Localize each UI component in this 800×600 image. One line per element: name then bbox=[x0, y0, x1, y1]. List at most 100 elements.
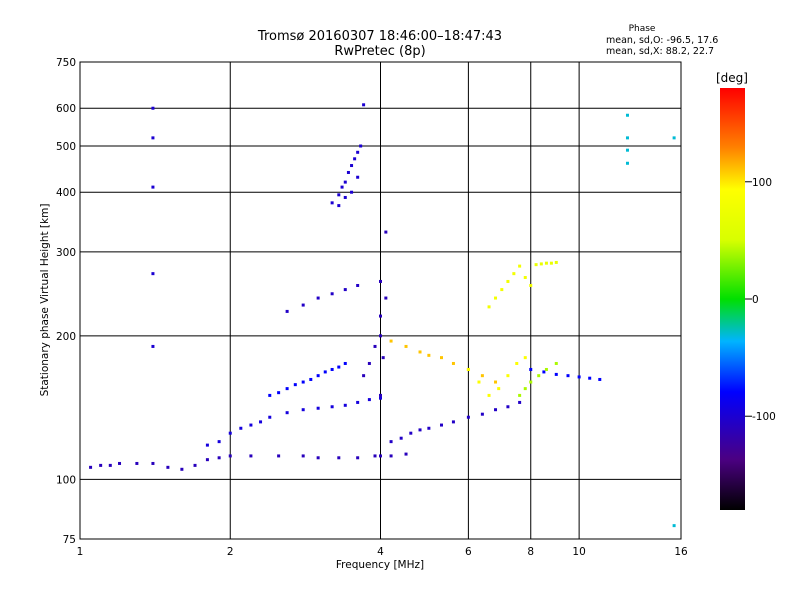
data-point bbox=[512, 272, 516, 276]
data-point bbox=[337, 456, 341, 460]
data-point bbox=[477, 380, 481, 384]
data-point bbox=[151, 136, 155, 140]
data-point bbox=[217, 456, 221, 460]
data-point bbox=[529, 380, 533, 384]
data-point bbox=[466, 367, 470, 371]
x-axis-label: Frequency [MHz] bbox=[336, 559, 424, 571]
x-tick-label: 8 bbox=[527, 546, 534, 558]
data-point bbox=[337, 204, 341, 208]
data-point bbox=[539, 262, 543, 266]
data-point bbox=[367, 398, 371, 402]
data-point bbox=[356, 283, 360, 287]
data-point bbox=[379, 396, 382, 400]
data-point bbox=[151, 106, 155, 110]
data-point bbox=[542, 370, 546, 374]
chart-title: Tromsø 20160307 18:46:00–18:47:43 bbox=[257, 29, 502, 44]
data-point bbox=[135, 461, 139, 465]
data-point bbox=[389, 454, 393, 458]
data-point bbox=[672, 136, 676, 140]
data-point bbox=[330, 201, 334, 205]
data-point bbox=[343, 195, 347, 199]
x-tick-label: 16 bbox=[674, 546, 688, 558]
y-tick-labels: 75 100 200 300 400 500 600 750 bbox=[56, 57, 76, 546]
data-point bbox=[480, 412, 484, 416]
data-point bbox=[480, 374, 484, 378]
data-point bbox=[356, 175, 360, 179]
data-point bbox=[343, 403, 347, 407]
data-point bbox=[487, 305, 491, 309]
data-point bbox=[268, 393, 272, 397]
data-point bbox=[249, 423, 253, 427]
data-point bbox=[523, 356, 527, 360]
x-tick-label: 2 bbox=[227, 546, 234, 558]
x-tick-label: 6 bbox=[465, 546, 472, 558]
data-point bbox=[108, 463, 112, 467]
data-point bbox=[353, 157, 357, 161]
data-point bbox=[529, 367, 533, 371]
data-point bbox=[166, 465, 170, 469]
data-point bbox=[427, 426, 431, 430]
data-point bbox=[625, 161, 629, 165]
data-point bbox=[537, 374, 541, 378]
data-point bbox=[625, 148, 629, 152]
data-point bbox=[323, 370, 327, 374]
data-point bbox=[259, 420, 263, 424]
data-point bbox=[625, 113, 629, 117]
colorbar-tick-label: -100 bbox=[752, 411, 776, 423]
data-point bbox=[356, 400, 360, 404]
data-point bbox=[367, 361, 371, 365]
data-point bbox=[418, 350, 422, 354]
data-point bbox=[598, 377, 602, 381]
data-point bbox=[293, 383, 297, 387]
data-point bbox=[330, 367, 334, 371]
data-point bbox=[356, 150, 360, 154]
data-point bbox=[362, 374, 366, 378]
data-point bbox=[301, 408, 305, 412]
data-point bbox=[277, 391, 281, 395]
data-point bbox=[301, 303, 305, 307]
phase-o-stats: mean, sd,O: -96.5, 17.6 bbox=[606, 35, 718, 46]
y-tick-label: 500 bbox=[56, 141, 76, 153]
data-point bbox=[494, 296, 498, 300]
data-point bbox=[330, 292, 334, 296]
data-point bbox=[337, 193, 341, 197]
data-point bbox=[523, 276, 527, 280]
data-point bbox=[404, 344, 408, 348]
data-point bbox=[228, 431, 232, 435]
colorbar-ticks: -100 0 100 bbox=[745, 177, 776, 423]
data-point bbox=[118, 461, 122, 465]
data-point bbox=[534, 263, 538, 267]
data-point bbox=[99, 463, 103, 467]
x-tick-label: 4 bbox=[377, 546, 384, 558]
data-point bbox=[672, 524, 676, 528]
data-point bbox=[487, 393, 491, 397]
data-point bbox=[409, 431, 413, 435]
data-point bbox=[506, 374, 510, 378]
data-point bbox=[554, 260, 558, 264]
data-point bbox=[518, 400, 522, 404]
data-point bbox=[350, 190, 354, 194]
data-point bbox=[497, 387, 501, 391]
colorbar-tick-label: 100 bbox=[752, 177, 772, 189]
data-point bbox=[389, 339, 393, 343]
data-point bbox=[346, 170, 350, 174]
data-point bbox=[440, 423, 444, 427]
x-tick-label: 1 bbox=[77, 546, 84, 558]
data-point bbox=[350, 164, 354, 168]
x-tick-label: 10 bbox=[572, 546, 585, 558]
data-point bbox=[518, 393, 522, 397]
data-point bbox=[180, 467, 184, 471]
y-tick-label: 600 bbox=[56, 103, 76, 115]
data-point bbox=[451, 420, 455, 424]
data-point bbox=[151, 272, 155, 276]
data-point bbox=[239, 426, 243, 430]
data-point bbox=[373, 344, 377, 348]
data-point bbox=[343, 288, 347, 292]
data-point bbox=[588, 376, 592, 380]
data-point bbox=[301, 380, 305, 384]
data-point bbox=[544, 261, 548, 265]
data-point bbox=[205, 443, 209, 447]
data-point bbox=[625, 136, 629, 140]
data-point bbox=[500, 288, 504, 292]
